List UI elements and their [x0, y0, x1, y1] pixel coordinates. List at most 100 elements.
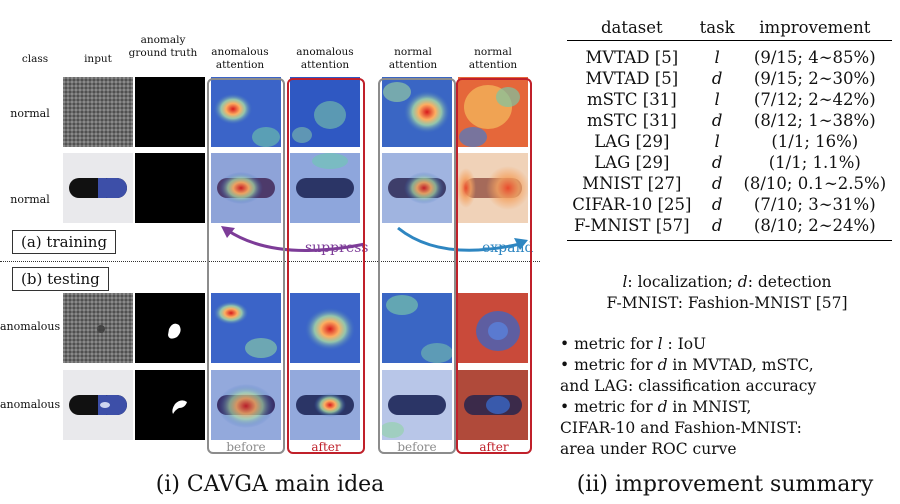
bullet-metric-d-roc: • metric for d in MNIST, CIFAR-10 and Fa… [560, 397, 802, 460]
attention-map-carpet [211, 77, 281, 147]
attention-map-carpet [382, 77, 452, 147]
bullet-text: • metric for [560, 335, 658, 353]
cell-improvement: (7/12; 2∼42%) [753, 90, 876, 109]
header-ground-truth: anomaly ground truth [128, 34, 198, 59]
col-dataset: dataset [567, 15, 697, 41]
bullet-var: d [657, 398, 668, 416]
cell-improvement: (9/15; 2∼30%) [753, 69, 876, 88]
training-testing-divider [0, 261, 540, 262]
ground-truth-mask-empty [135, 77, 205, 147]
attention-map-carpet-anomalous [382, 293, 452, 363]
cell-dataset: LAG [29] [594, 132, 670, 151]
cell-dataset: mSTC [31] [586, 111, 677, 130]
input-image-pill-anomalous [63, 370, 133, 440]
frame-after-anomalous [287, 78, 365, 454]
cell-task: d [711, 69, 723, 88]
table-row: LAG [29] d (1/1; 1.1%) [567, 152, 892, 173]
bullet-metric-d-classification: • metric for d in MVTAD, mSTC, and LAG: … [560, 355, 816, 397]
attention-map-pill [211, 153, 281, 223]
cell-dataset: LAG [29] [594, 153, 670, 172]
attention-map-pill-anomalous [290, 370, 360, 440]
attention-map-carpet-anomalous [290, 293, 360, 363]
cell-task: d [711, 195, 723, 214]
cell-dataset: F-MNIST [57] [567, 215, 697, 241]
legend-tasks: l: localization; d: detection [557, 272, 897, 293]
attention-map-pill [458, 153, 528, 223]
expand-arrow-icon [397, 226, 528, 252]
caption-main-idea: (i) CAVGA main idea [155, 472, 385, 497]
frame-before-normal [378, 78, 456, 454]
improvement-summary-table: dataset task improvement MVTAD [5] l (9/15… [567, 15, 892, 241]
header-normal-attention-2: normal attention [468, 46, 518, 71]
table-row: MVTAD [5] d (9/15; 2∼30%) [567, 68, 892, 89]
cell-task: d [711, 174, 723, 193]
header-normal-attention-1: normal attention [388, 46, 438, 71]
cell-dataset: mSTC [31] [586, 90, 677, 109]
cell-improvement: (8/10; 0.1∼2.5%) [743, 174, 887, 193]
attention-map-pill-anomalous [458, 370, 528, 440]
cell-improvement: (9/15; 4∼85%) [753, 48, 876, 67]
ground-truth-mask [135, 293, 205, 363]
bullet-metric-l: • metric for l : IoU [560, 334, 706, 355]
bullet-text: in MNIST, [667, 398, 752, 416]
header-anomalous-attention-1: anomalous attention [211, 46, 269, 71]
table-row: mSTC [31] d (8/12; 1∼38%) [567, 110, 892, 131]
row-label-normal-1: normal [10, 107, 50, 120]
row-label-anomalous-2: anomalous [0, 398, 61, 411]
header-class: class [21, 53, 49, 65]
header-input: input [84, 53, 112, 65]
cell-improvement: (7/10; 3∼31%) [753, 195, 876, 214]
legend-fmnist: F-MNIST: Fashion-MNIST [57] [606, 294, 848, 312]
header-anomalous-attention-2: anomalous attention [296, 46, 354, 71]
bullet-var: d [657, 356, 668, 374]
bullet-var: l [657, 335, 663, 353]
before-label-1: before [226, 440, 266, 454]
cell-task: d [711, 153, 723, 172]
cell-improvement: (8/10; 2∼24%) [737, 215, 892, 241]
attention-map-carpet-anomalous [458, 293, 528, 363]
phase-training-label: (a) training [12, 230, 117, 254]
after-label-2: after [479, 440, 509, 454]
phase-testing-label: (b) testing [12, 267, 109, 291]
attention-map-carpet-anomalous [211, 293, 281, 363]
col-improvement: improvement [737, 15, 892, 41]
caption-improvement-summary: (ii) improvement summary [576, 472, 874, 497]
after-label-1: after [311, 440, 341, 454]
attention-map-pill-anomalous [211, 370, 281, 440]
attention-map-pill [290, 153, 360, 223]
before-label-2: before [397, 440, 437, 454]
col-task: task [696, 15, 738, 41]
table-row: MNIST [27] d (8/10; 0.1∼2.5%) [567, 173, 892, 194]
cell-improvement: (1/1; 1.1%) [768, 153, 861, 172]
legend-l-var: l [622, 273, 628, 291]
table-row: LAG [29] l (1/1; 16%) [567, 131, 892, 152]
cell-dataset: MNIST [27] [582, 174, 682, 193]
bullet-text: in MVTAD, mSTC, [667, 356, 814, 374]
bullet-text: : IoU [662, 335, 707, 353]
input-image-carpet [63, 77, 133, 147]
suppress-arrow-icon [221, 226, 366, 252]
legend-d-var: d [737, 273, 748, 291]
bullet-text: • metric for [560, 356, 658, 374]
cell-task: l [714, 132, 720, 151]
cell-improvement: (1/1; 16%) [771, 132, 859, 151]
bullet-text: • metric for [560, 398, 658, 416]
input-image-pill [63, 153, 133, 223]
bullet-text: area under ROC curve [560, 440, 737, 458]
ground-truth-mask [135, 370, 205, 440]
table-header-row: dataset task improvement [567, 15, 892, 41]
attention-map-pill [382, 153, 452, 223]
attention-map-pill-anomalous [382, 370, 452, 440]
frame-before-anomalous [207, 78, 285, 454]
cell-task: l [714, 90, 720, 109]
bullet-text: and LAG: classification accuracy [560, 377, 817, 395]
row-label-normal-2: normal [10, 193, 50, 206]
legend-l-text: : localization; [627, 273, 738, 291]
input-image-carpet-anomalous [63, 293, 133, 363]
cell-task: d [711, 111, 723, 130]
cell-dataset: MVTAD [5] [585, 69, 679, 88]
cell-task: d [696, 215, 738, 241]
cell-dataset: MVTAD [5] [585, 48, 679, 67]
ground-truth-mask-empty [135, 153, 205, 223]
expand-label: expand [482, 240, 534, 256]
